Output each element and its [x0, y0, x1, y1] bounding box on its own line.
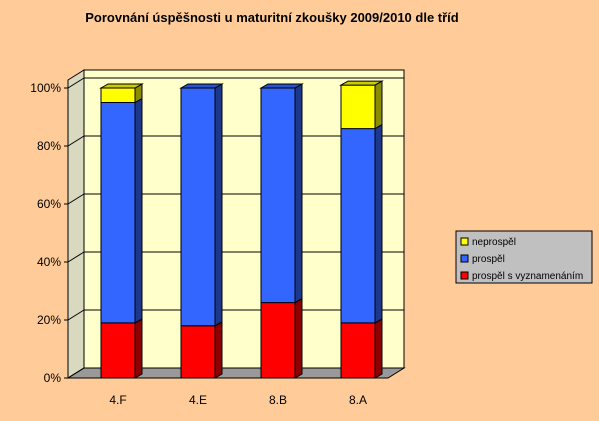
- bar-front: [180, 87, 216, 327]
- bar-top: [339, 80, 384, 86]
- bar-front: [340, 322, 376, 379]
- legend: neprospěl prospěl prospěl s vyznamenáním: [455, 230, 593, 284]
- y-tick-label: 100%: [30, 81, 61, 95]
- bar-segment: [100, 318, 143, 379]
- bar-side: [294, 83, 303, 304]
- bar-front: [340, 84, 376, 130]
- legend-swatch: [460, 237, 469, 246]
- bar-side: [374, 123, 383, 324]
- x-tick-label: 4.E: [189, 393, 207, 407]
- x-tick-label: 4.F: [109, 393, 126, 407]
- bar-segment: [340, 318, 383, 379]
- legend-label: prospěl: [472, 254, 505, 265]
- y-tick-label: 60%: [37, 197, 61, 211]
- bar-segment: [100, 97, 143, 324]
- bar-side: [214, 320, 223, 379]
- gridline-side: [67, 135, 85, 147]
- bar-front: [100, 102, 136, 324]
- plot-area: 0% 20% 40% 60% 80% 100% 4.F 4.E 8.B 8.A: [30, 69, 406, 407]
- x-tick-label: 8.B: [269, 393, 287, 407]
- chart-title: Porovnání úspěšnosti u maturitní zkoušky…: [85, 10, 459, 25]
- bar-top: [179, 83, 224, 89]
- bar-segment: [179, 83, 224, 327]
- bar-side: [134, 97, 143, 324]
- bar-side: [374, 318, 383, 379]
- bar-segment: [339, 80, 384, 130]
- y-tick-label: 20%: [37, 313, 61, 327]
- y-tick-label: 80%: [37, 139, 61, 153]
- bar-side: [214, 83, 223, 327]
- gridline-side: [67, 251, 85, 263]
- gridline-side: [67, 77, 85, 89]
- bar-front: [340, 128, 376, 324]
- bar-front: [180, 325, 216, 379]
- x-tick-label: 8.A: [349, 393, 367, 407]
- bar-top: [99, 83, 144, 89]
- bar-side: [294, 297, 303, 379]
- gridline-side: [67, 367, 85, 379]
- bar-segment: [340, 123, 383, 324]
- side-wall: [67, 69, 85, 379]
- bar-front: [100, 87, 136, 103]
- bar-front: [100, 322, 136, 379]
- y-tick-label: 40%: [37, 255, 61, 269]
- legend-swatch: [460, 271, 469, 280]
- legend-box: [455, 230, 593, 284]
- bar-side: [134, 318, 143, 379]
- bar-front: [260, 302, 296, 379]
- legend-swatch: [460, 254, 469, 263]
- legend-label: prospěl s vyznamenáním: [472, 271, 583, 282]
- bar-side: [374, 80, 383, 130]
- bar-front: [260, 87, 296, 304]
- bar-segment: [259, 83, 304, 304]
- bar-segment: [180, 320, 223, 379]
- gridline-side: [67, 193, 85, 205]
- legend-label: neprospěl: [472, 237, 516, 248]
- bar-top: [259, 83, 304, 89]
- bar-segment: [99, 83, 144, 104]
- gridline-side: [67, 309, 85, 321]
- bar-segment: [260, 297, 303, 379]
- y-tick-label: 0%: [44, 371, 62, 385]
